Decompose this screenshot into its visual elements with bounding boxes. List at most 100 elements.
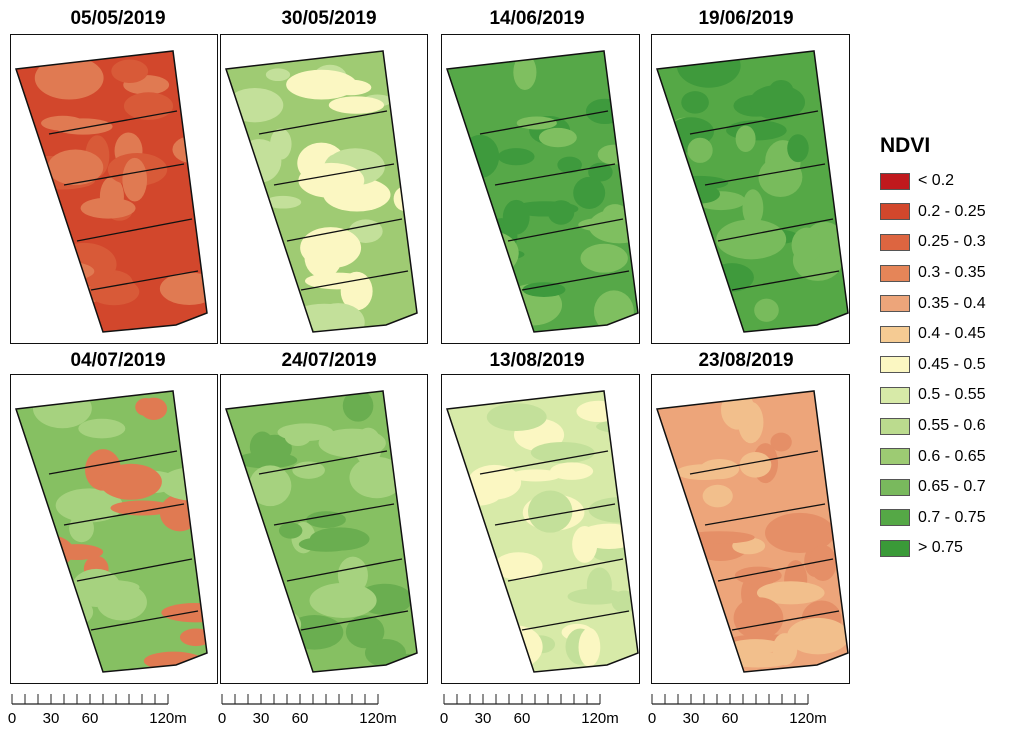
ndvi-zone xyxy=(522,282,566,297)
plot-divider xyxy=(76,218,193,242)
plot-divider xyxy=(507,218,624,242)
scale-label: 0 xyxy=(218,710,226,727)
ndvi-zone xyxy=(284,428,311,447)
ndvi-zone xyxy=(530,441,595,464)
legend-item: 0.35 - 0.4 xyxy=(880,288,986,319)
ndvi-map-7 xyxy=(441,374,640,684)
legend-swatch xyxy=(880,509,910,527)
ndvi-zone xyxy=(683,531,755,544)
ndvi-map-4 xyxy=(651,34,850,344)
ndvi-zone xyxy=(63,634,96,670)
ndvi-zone xyxy=(34,56,104,100)
ndvi-zone xyxy=(687,137,713,163)
ndvi-zone xyxy=(239,605,302,644)
ndvi-zone xyxy=(309,527,370,551)
ndvi-zone xyxy=(300,227,362,269)
plot-divider xyxy=(731,270,840,291)
ndvi-zone xyxy=(179,628,207,647)
legend-item: 0.5 - 0.55 xyxy=(880,380,986,411)
plot-divider xyxy=(507,558,624,582)
ndvi-zone xyxy=(733,597,784,640)
field-map-2 xyxy=(224,50,418,333)
legend-label: 0.55 - 0.6 xyxy=(918,417,986,435)
legend-item: 0.65 - 0.7 xyxy=(880,472,986,503)
scale-label: 120m xyxy=(789,710,827,727)
plot-divider xyxy=(286,558,403,582)
field-boundary xyxy=(14,50,208,333)
ndvi-zone xyxy=(468,231,519,275)
plot-divider xyxy=(494,163,616,186)
ndvi-zone xyxy=(140,397,168,421)
scale-bar-2: 0 30 60 120m xyxy=(218,694,397,727)
ndvi-zone xyxy=(676,464,732,481)
ndvi-zone xyxy=(510,469,562,482)
legend-item: 0.25 - 0.3 xyxy=(880,227,986,258)
field-map-4 xyxy=(655,50,849,333)
legend-swatch xyxy=(880,233,910,251)
legend-swatch xyxy=(880,203,910,221)
legend-items: < 0.2 0.2 - 0.25 0.25 - 0.3 0.3 - 0.35 0.35 … xyxy=(880,166,986,564)
legend-label: 0.5 - 0.55 xyxy=(918,386,986,404)
ndvi-map-1 xyxy=(10,34,218,344)
legend-swatch xyxy=(880,356,910,374)
ndvi-zone xyxy=(576,400,621,423)
legend-item: 0.55 - 0.6 xyxy=(880,411,986,442)
legend-swatch xyxy=(880,295,910,313)
panel-title-1: 05/05/2019 xyxy=(70,8,166,29)
scale-label: 0 xyxy=(8,710,16,727)
scale-label: 60 xyxy=(722,710,739,727)
scale-label: 120m xyxy=(581,710,619,727)
legend-swatch xyxy=(880,417,910,435)
scale-label: 30 xyxy=(683,710,700,727)
ndvi-zone xyxy=(77,658,99,672)
ndvi-zone xyxy=(758,157,803,198)
ndvi-map-5 xyxy=(10,374,218,684)
legend-item: 0.4 - 0.45 xyxy=(880,319,986,350)
ndvi-zone xyxy=(765,512,835,553)
ndvi-zone xyxy=(597,144,631,165)
ndvi-zone xyxy=(123,92,174,120)
legend-label: < 0.2 xyxy=(918,172,955,190)
panel-title-5: 04/07/2019 xyxy=(70,350,166,371)
ndvi-zone xyxy=(720,391,755,430)
ndvi-zone xyxy=(172,135,207,164)
ndvi-zone xyxy=(791,227,823,263)
ndvi-legend: NDVI < 0.2 0.2 - 0.25 0.25 - 0.3 0.3 - 0.35… xyxy=(880,134,986,564)
plot-divider xyxy=(717,218,834,242)
ndvi-zone xyxy=(728,639,783,654)
panel-title-3: 14/06/2019 xyxy=(489,8,585,29)
plot-divider xyxy=(521,270,630,291)
ndvi-zone xyxy=(161,603,207,623)
ndvi-zone xyxy=(393,186,416,211)
ndvi-zone xyxy=(88,278,140,306)
plot-divider xyxy=(689,450,819,475)
ndvi-zone xyxy=(754,298,779,322)
scale-label: 0 xyxy=(440,710,448,727)
ndvi-zone xyxy=(502,199,530,235)
ndvi-zone xyxy=(572,525,598,563)
plot-divider xyxy=(300,270,409,291)
field-map-7 xyxy=(445,390,639,673)
ndvi-zone xyxy=(787,617,848,655)
scale-label: 60 xyxy=(292,710,309,727)
ndvi-zone xyxy=(787,134,809,163)
legend-item: < 0.2 xyxy=(880,166,986,197)
ndvi-zone xyxy=(237,139,282,183)
ndvi-zone xyxy=(73,301,94,326)
legend-item: > 0.75 xyxy=(880,533,986,564)
ndvi-zone xyxy=(547,200,575,225)
plot-divider xyxy=(731,610,840,631)
ndvi-zone xyxy=(311,303,365,332)
ndvi-map-3 xyxy=(441,34,640,344)
ndvi-zone xyxy=(345,615,385,649)
ndvi-zone xyxy=(292,461,325,479)
ndvi-zone xyxy=(809,544,837,582)
ndvi-zone xyxy=(99,463,162,500)
ndvi-zone xyxy=(285,615,344,650)
legend-swatch xyxy=(880,172,910,190)
legend-item: 0.3 - 0.35 xyxy=(880,258,986,289)
plot-divider xyxy=(300,610,409,631)
ndvi-zone xyxy=(527,490,573,533)
ndvi-zone xyxy=(734,566,782,585)
plot-divider xyxy=(286,218,403,242)
